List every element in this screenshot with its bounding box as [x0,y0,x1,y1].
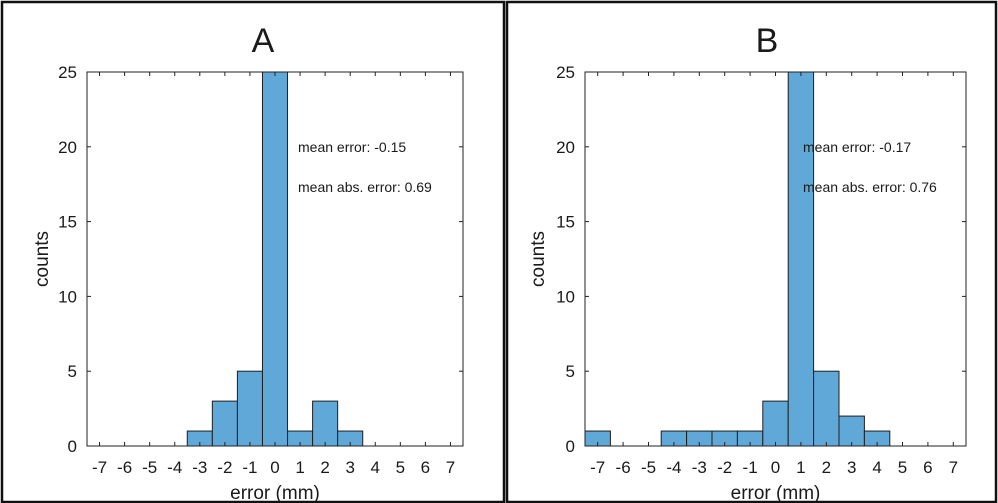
histogram-bar [236,370,263,447]
y-tick-label: 20 [556,138,575,157]
y-tick-label: 0 [566,437,575,456]
y-tick-label: 25 [556,63,575,82]
x-tick-label: 4 [371,458,380,477]
x-tick-label: -2 [217,458,232,477]
histogram-bar [261,71,289,447]
x-tick-label: 5 [898,458,907,477]
histogram-bar [787,71,815,447]
annotation-text: mean abs. error: 0.76 [803,179,937,195]
x-tick-label: 3 [847,458,856,477]
x-tick-label: 7 [446,458,455,477]
y-axis-label: counts [32,231,53,287]
x-axis-label: error (mm) [731,483,821,503]
histogram-bar [312,400,339,447]
x-tick-label: 5 [396,458,405,477]
x-tick-label: -5 [142,458,157,477]
histogram-bar [813,370,840,447]
panel-title: B [756,22,779,60]
x-tick-label: 3 [345,458,354,477]
y-tick-label: 10 [556,287,575,306]
y-axis-label: counts [528,231,549,287]
panel-border [0,0,506,503]
x-tick-label: 6 [421,458,430,477]
x-tick-label: -3 [692,458,707,477]
x-tick-label: 1 [796,458,805,477]
annotation-text: mean error: -0.15 [298,139,406,155]
x-tick-label: 4 [872,458,881,477]
x-tick-label: -5 [641,458,656,477]
panel-title: A [252,22,275,60]
annotation-text: mean abs. error: 0.69 [298,179,432,195]
x-tick-label: 7 [949,458,958,477]
x-tick-label: -7 [92,458,107,477]
x-tick-label: 1 [295,458,304,477]
x-tick-label: 2 [822,458,831,477]
y-tick-label: 10 [58,287,77,306]
histogram-bar [211,400,238,447]
x-tick-label: -6 [616,458,631,477]
y-tick-label: 20 [58,138,77,157]
x-tick-label: -3 [192,458,207,477]
x-tick-label: 2 [320,458,329,477]
x-tick-label: 6 [923,458,932,477]
x-tick-label: -2 [717,458,732,477]
panel-border [505,0,998,503]
x-tick-label: 0 [270,458,279,477]
x-tick-label: 0 [771,458,780,477]
plot-area-frame [584,71,967,447]
y-tick-label: 5 [566,362,575,381]
x-axis-label: error (mm) [230,483,320,503]
y-tick-label: 15 [58,213,77,232]
y-tick-label: 5 [68,362,77,381]
x-tick-label: -6 [117,458,132,477]
x-tick-label: -4 [167,458,182,477]
x-tick-label: -1 [743,458,758,477]
histogram-bar [762,400,789,447]
x-tick-label: -7 [590,458,605,477]
y-tick-label: 15 [556,213,575,232]
histogram-bar [838,415,865,447]
x-tick-label: -4 [666,458,681,477]
y-tick-label: 25 [58,63,77,82]
x-tick-label: -1 [242,458,257,477]
annotation-text: mean error: -0.17 [803,139,911,155]
y-tick-label: 0 [68,437,77,456]
